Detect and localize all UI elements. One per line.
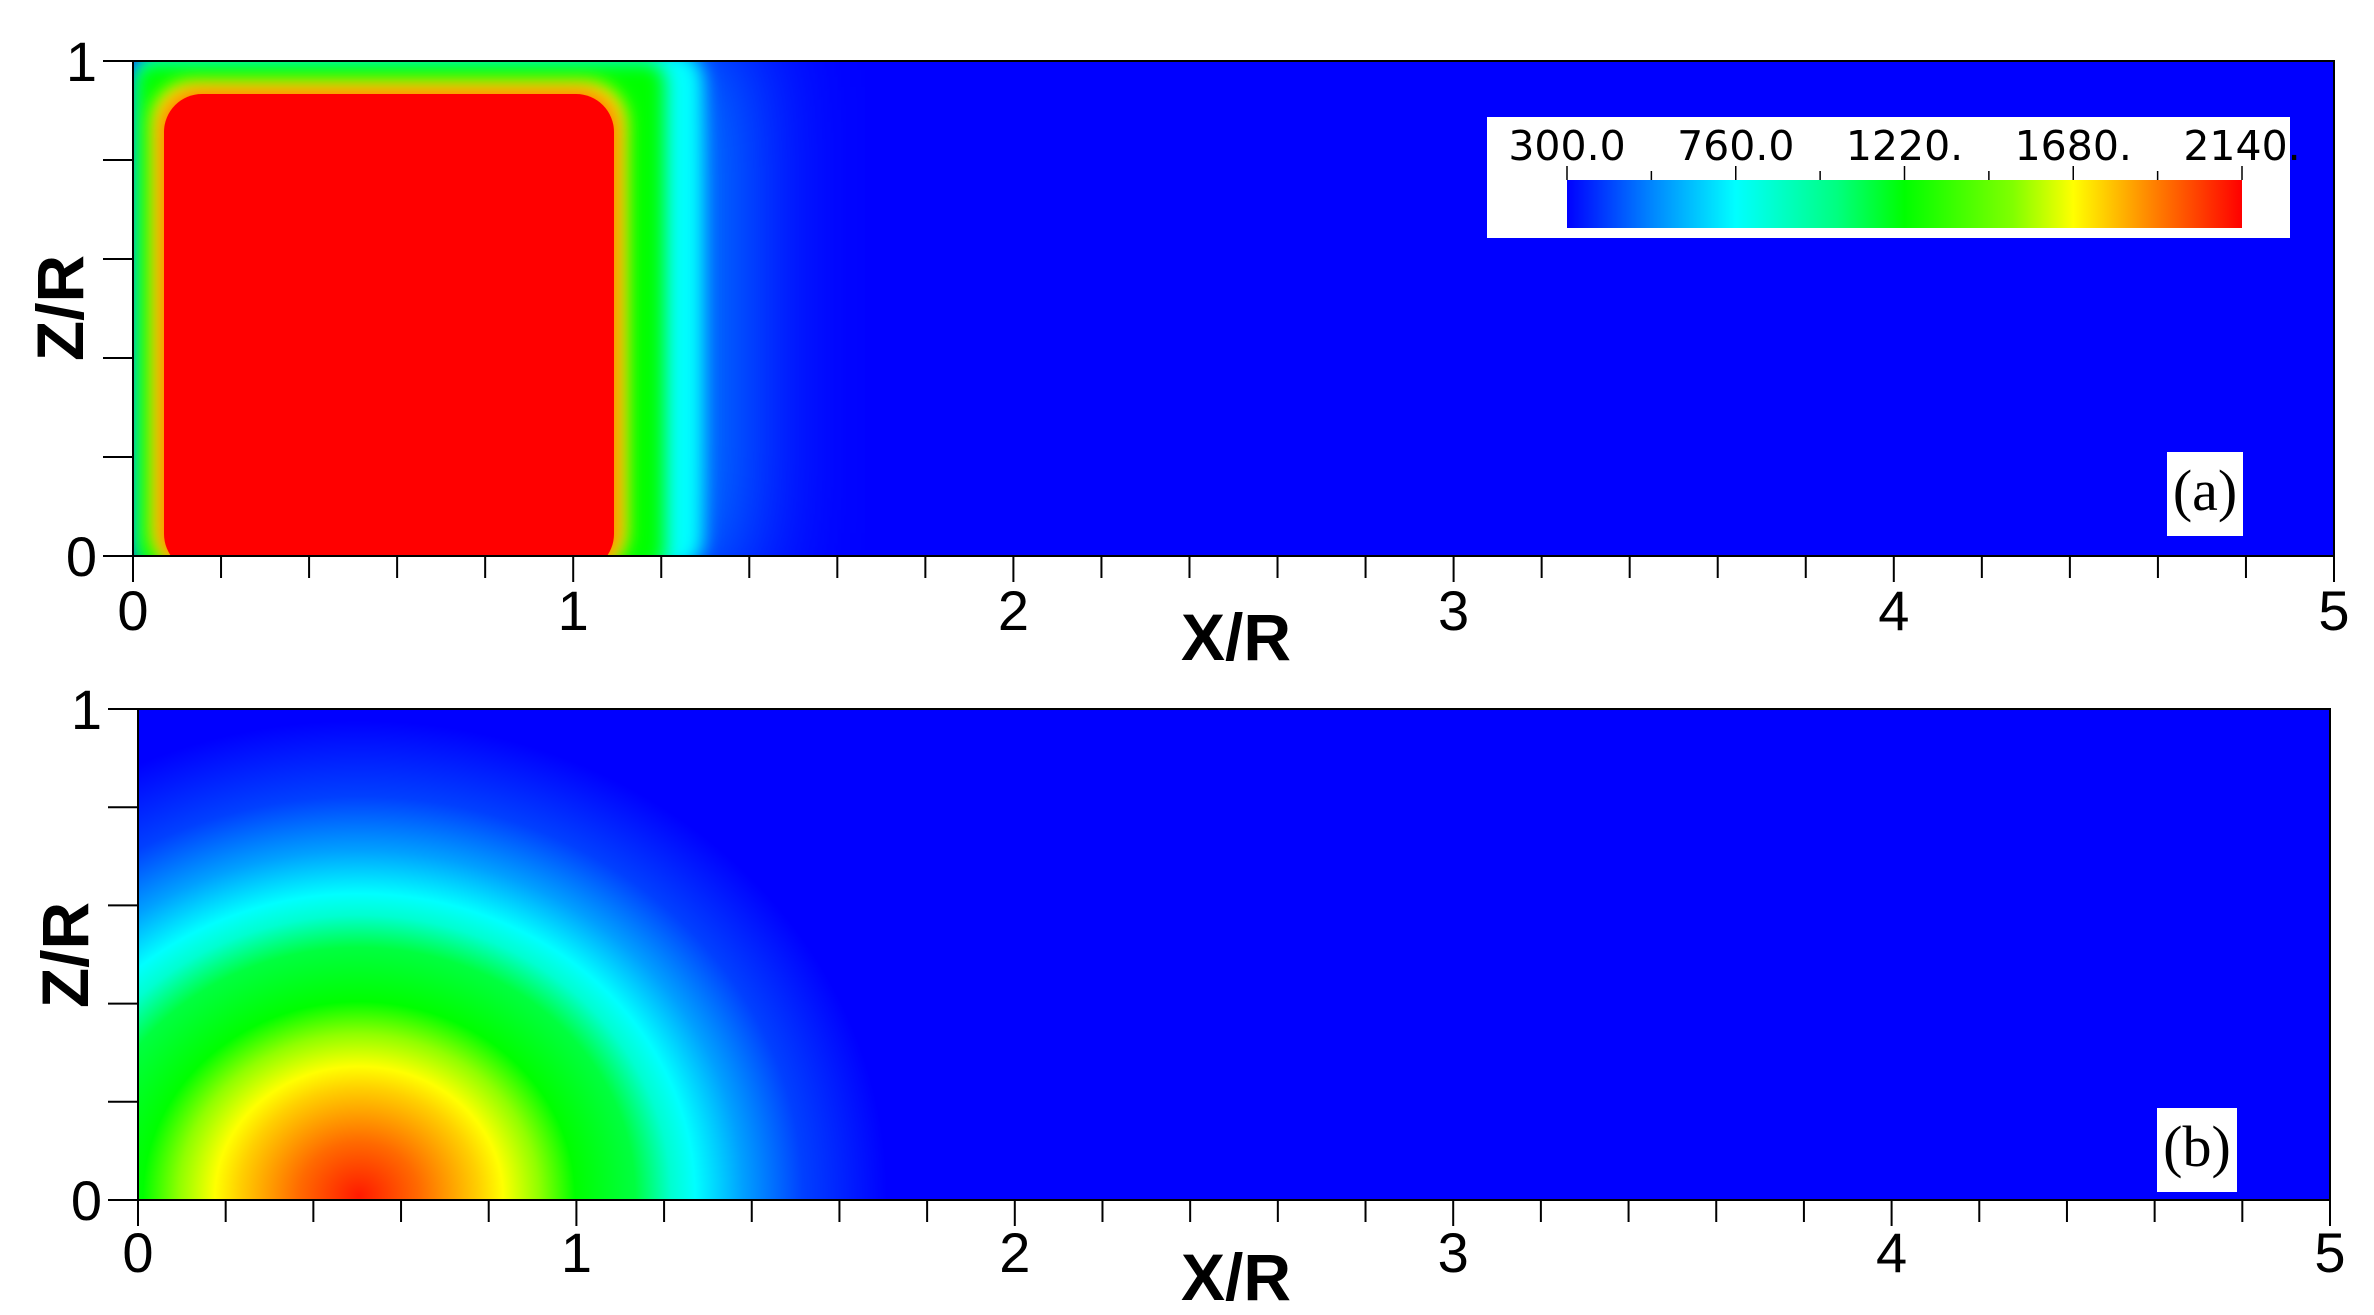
x-tick-label: 2: [998, 579, 1029, 642]
x-tick-label: 0: [122, 1221, 153, 1284]
y-tick-label: 1: [71, 678, 102, 741]
colorbar-label: 1220.: [1846, 122, 1963, 170]
x-tick-label: 5: [2318, 579, 2349, 642]
heatmap-a-field: [133, 61, 2334, 556]
x-axis-title-a: X/R: [1181, 600, 1291, 674]
x-tick-label: 1: [558, 579, 589, 642]
y-ticks-b: 01: [71, 678, 138, 1232]
x-tick-label: 1: [561, 1221, 592, 1284]
x-tick-label: 0: [117, 579, 148, 642]
y-axis-title-b: Z/R: [28, 902, 102, 1008]
colorbar-label: 2140.: [2183, 122, 2300, 170]
panel-label-b: (b): [2163, 1114, 2231, 1179]
colorbar-label: 760.0: [1677, 122, 1794, 170]
colorbar-label: 300.0: [1508, 122, 1625, 170]
panel-label-a: (a): [2173, 458, 2237, 523]
heatmap-b-field: [138, 709, 2330, 1200]
y-ticks-a: 01: [66, 30, 133, 588]
y-tick-label: 0: [66, 525, 97, 588]
colorbar: 300.0 760.0 1220. 1680. 2140.: [1487, 117, 2301, 238]
y-tick-label: 0: [71, 1169, 102, 1232]
x-axis-title-b: X/R: [1181, 1240, 1291, 1314]
colorbar-gradient: [1567, 180, 2242, 228]
y-tick-label: 1: [66, 30, 97, 93]
colorbar-ticks: 300.0 760.0 1220. 1680. 2140.: [1508, 122, 2301, 180]
x-tick-label: 3: [1438, 1221, 1469, 1284]
x-tick-label: 4: [1876, 1221, 1907, 1284]
x-ticks-b: 0 1 2 3 4 5: [122, 1200, 2346, 1284]
y-axis-title-a: Z/R: [23, 255, 97, 361]
panel-label-b-background: [2157, 1108, 2237, 1192]
x-tick-label: 3: [1438, 579, 1469, 642]
x-tick-label: 5: [2314, 1221, 2345, 1284]
x-tick-label: 4: [1878, 579, 1909, 642]
colorbar-label: 1680.: [2015, 122, 2132, 170]
x-ticks-a: 0 1 2 3 4 5: [117, 556, 2350, 642]
x-tick-label: 2: [999, 1221, 1030, 1284]
panel-label-a-background: [2167, 452, 2243, 536]
